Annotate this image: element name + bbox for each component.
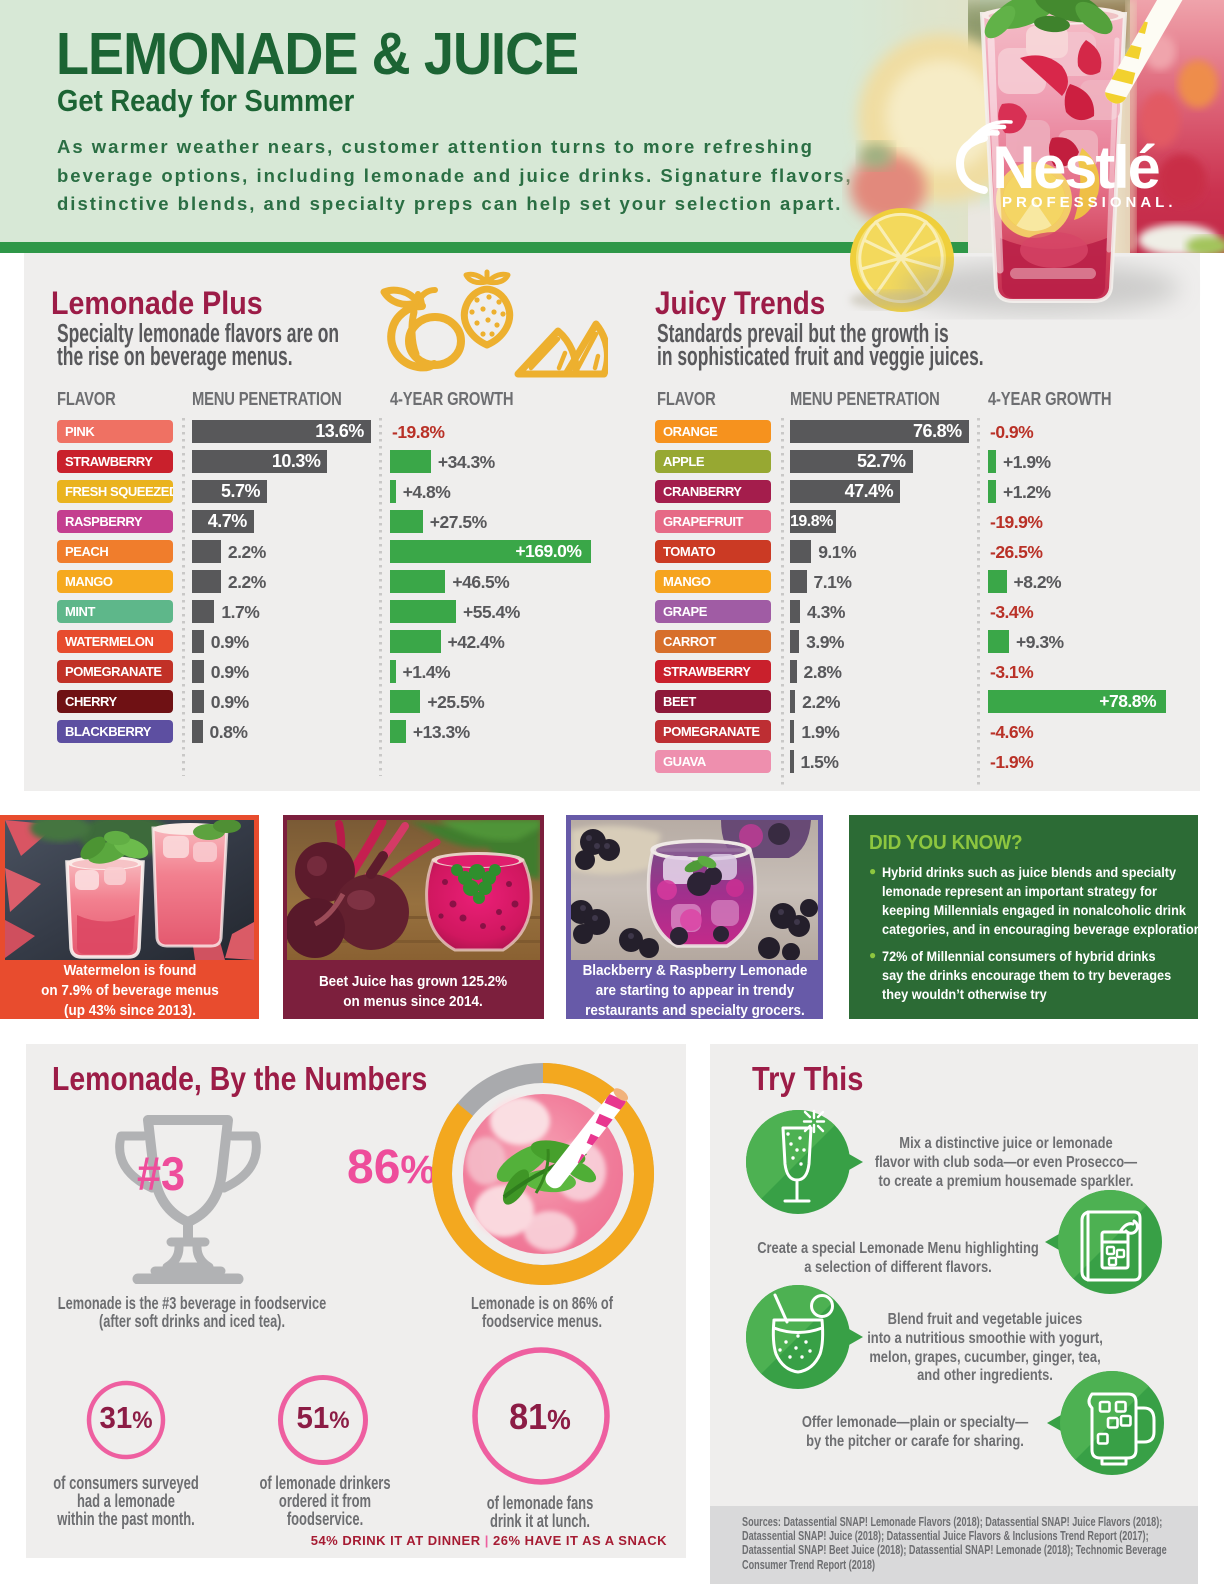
svg-text:PROFESSIONAL.: PROFESSIONAL. (1002, 194, 1177, 211)
svg-text:Nestlé: Nestlé (992, 134, 1159, 201)
